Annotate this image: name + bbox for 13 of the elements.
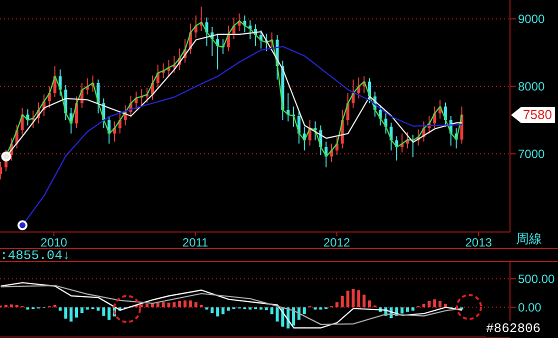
y-tick-label: 7000 xyxy=(518,147,546,162)
annotation: #862806 xyxy=(486,321,541,337)
text: 周線 xyxy=(516,232,542,248)
y-tick-label: 500.00 xyxy=(518,272,556,286)
annotation: :4855.04↓ xyxy=(0,248,70,264)
y-tick-label: 9000 xyxy=(518,12,546,26)
x-tick-label: 2011 xyxy=(182,236,209,250)
x-tick-label: 2010 xyxy=(40,236,68,250)
x-tick-label: 2013 xyxy=(465,236,492,250)
x-tick-label: 2012 xyxy=(323,236,350,250)
y-tick-label: 0.00 xyxy=(518,300,542,315)
y-tick-label: 8000 xyxy=(518,80,546,94)
text: 7580 xyxy=(521,107,555,123)
